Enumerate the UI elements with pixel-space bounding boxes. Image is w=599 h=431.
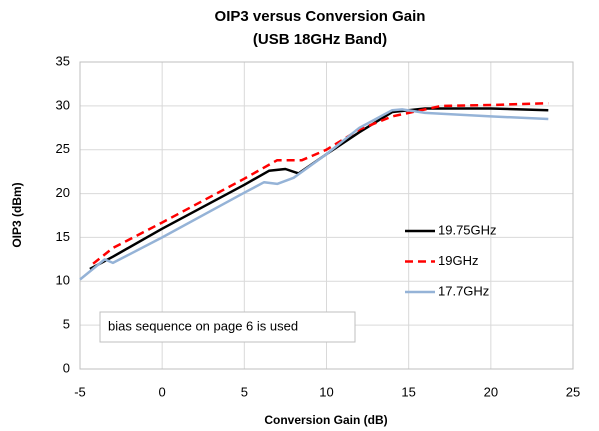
annotation-box: [99, 311, 356, 343]
chart-subtitle: (USB 18GHz Band): [253, 31, 387, 48]
y-tick-label: 20: [56, 185, 70, 200]
x-axis-label: Conversion Gain (dB): [264, 413, 387, 427]
y-tick-label: 30: [56, 97, 70, 112]
legend-label: 19GHz: [438, 253, 478, 268]
y-tick-label: 15: [56, 229, 70, 244]
series-line: [89, 107, 549, 271]
y-tick-label: 25: [56, 141, 70, 156]
x-tick-label: 25: [566, 384, 580, 399]
x-tick-label: 10: [319, 384, 333, 399]
x-tick-label: 0: [159, 384, 166, 399]
legend-label: 19.75GHz: [438, 222, 497, 237]
y-axis-label: OIP3 (dBm): [10, 182, 24, 247]
x-tick-label: 20: [484, 384, 498, 399]
series-line: [79, 108, 549, 281]
y-tick-label: 10: [56, 273, 70, 288]
x-tick-label: 15: [401, 384, 415, 399]
legend-label: 17.7GHz: [438, 283, 489, 298]
chart-title: OIP3 versus Conversion Gain: [215, 8, 426, 25]
y-tick-label: 35: [56, 53, 70, 68]
y-tick-label: 0: [63, 360, 70, 375]
x-tick-label: 5: [241, 384, 248, 399]
annotation: bias sequence on page 6 is used: [108, 318, 298, 333]
x-tick-label: -5: [74, 384, 86, 399]
y-tick-label: 5: [63, 317, 70, 332]
series-line: [92, 101, 549, 265]
plot-border: [79, 61, 574, 370]
